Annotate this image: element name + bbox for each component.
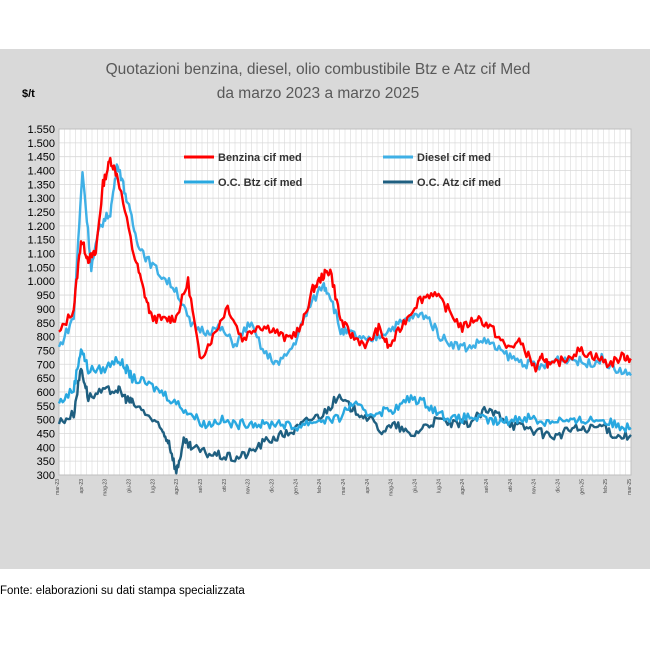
y-tick-label: 1.500 [27,138,55,150]
chart-subtitle: da marzo 2023 a marzo 2025 [217,85,419,102]
y-tick-label: 800 [37,332,55,344]
y-tick-label: 1.100 [27,249,55,261]
x-tick-label: ago-24 [460,479,466,495]
y-tick-label: 700 [37,359,55,371]
y-tick-label: 1.550 [27,124,55,136]
series-line-benzina-cif-med [58,156,632,373]
x-tick-label: mar-25 [627,479,633,495]
plot-border [58,128,632,476]
legend-label: Benzina cif med [218,152,302,164]
y-tick-label: 950 [37,290,55,302]
y-tick-label: 300 [37,470,55,482]
legend-label: O.C. Atz cif med [417,177,501,189]
x-tick-label: dic-24 [556,479,562,493]
x-tick-label: giu-23 [127,479,133,493]
y-tick-label: 1.250 [27,207,55,219]
x-tick-label: set-24 [484,479,490,493]
source-note: Fonte: elaborazioni su dati stampa speci… [0,585,245,597]
y-tick-label: 400 [37,442,55,454]
x-tick-label: mag-23 [103,479,109,496]
y-tick-label: 1.150 [27,235,55,247]
y-tick-label: 1.200 [27,221,55,233]
x-tick-label: ago-23 [174,479,180,495]
y-tick-label: 550 [37,401,55,413]
series-line-diesel-cif-med [57,163,632,377]
y-tick-label: 750 [37,345,55,357]
y-tick-label: 850 [37,318,55,330]
x-tick-label: nov-24 [532,479,538,495]
x-tick-label: gen-25 [579,479,585,495]
x-tick-label: feb-25 [603,479,609,493]
x-tick-label: lug-24 [436,479,442,493]
legend-label: Diesel cif med [417,152,491,164]
price-line-chart: Quotazioni benzina, diesel, olio combust… [22,61,633,496]
y-tick-label: 1.300 [27,193,55,205]
y-tick-label: 1.050 [27,262,55,274]
y-tick-label: 900 [37,304,55,316]
x-tick-label: apr-24 [365,479,371,494]
x-tick-label: gen-24 [293,479,299,495]
y-tick-label: 450 [37,428,55,440]
x-tick-label: feb-24 [317,479,323,493]
y-tick-label: 1.350 [27,179,55,191]
series-line-o-c-atz-cif-med [57,367,632,475]
y-tick-label: 1.450 [27,152,55,164]
y-tick-label: 650 [37,373,55,385]
x-tick-label: mar-24 [341,479,347,495]
x-tick-label: apr-23 [79,479,85,494]
y-tick-label: 500 [37,415,55,427]
x-tick-label: giu-24 [413,479,419,493]
x-tick-label: set-23 [198,479,204,493]
legend-label: O.C. Btz cif med [218,177,302,189]
y-tick-label: 1.000 [27,276,55,288]
chart-title: Quotazioni benzina, diesel, olio combust… [106,61,531,78]
x-tick-label: ott-24 [508,479,514,492]
x-tick-label: dic-23 [270,479,276,493]
chart-panel: Quotazioni benzina, diesel, olio combust… [0,49,650,569]
y-axis-unit: $/t [22,88,35,100]
x-tick-label: lug-23 [150,479,156,493]
y-tick-label: 600 [37,387,55,399]
y-tick-label: 1.400 [27,166,55,178]
x-tick-label: ott-23 [222,479,228,492]
series-line-o-c-btz-cif-med [57,348,632,433]
x-tick-label: nov-23 [246,479,252,495]
y-tick-label: 350 [37,456,55,468]
x-tick-label: mag-24 [389,479,395,496]
x-tick-label: mar-23 [55,479,61,495]
